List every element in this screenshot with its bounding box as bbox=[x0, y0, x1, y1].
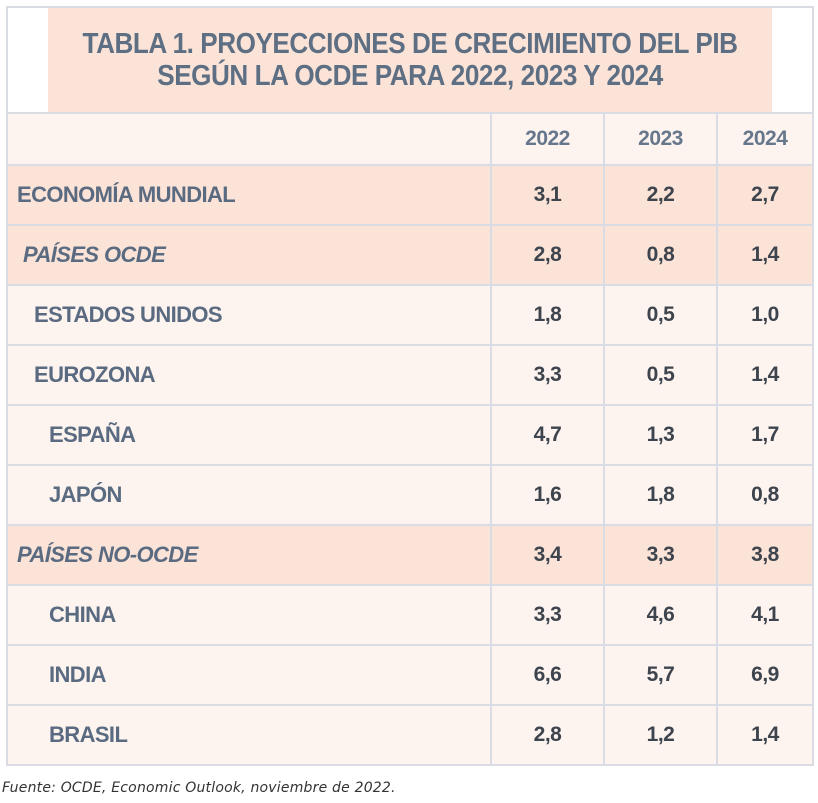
cell-value: 1,8 bbox=[603, 464, 718, 526]
cell-value: 4,1 bbox=[715, 584, 815, 646]
cell-value: 1,3 bbox=[603, 404, 718, 466]
cell-value: 0,8 bbox=[715, 464, 815, 526]
table-title: TABLA 1. PROYECCIONES DE CRECIMIENTO DEL… bbox=[46, 6, 774, 114]
cell-value: 6,9 bbox=[715, 644, 815, 706]
table-row: CHINA 3,3 4,6 4,1 bbox=[6, 584, 815, 646]
cell-value: 1,4 bbox=[715, 704, 815, 766]
row-label: PAÍSES NO-OCDE bbox=[6, 524, 492, 586]
gdp-projection-table: TABLA 1. PROYECCIONES DE CRECIMIENTO DEL… bbox=[6, 6, 815, 766]
cell-value: 5,7 bbox=[603, 644, 718, 706]
cell-value: 2,2 bbox=[603, 164, 718, 226]
cell-value: 1,7 bbox=[715, 404, 815, 466]
row-label: CHINA bbox=[6, 584, 492, 646]
row-label: ESPAÑA bbox=[6, 404, 492, 466]
cell-value: 1,4 bbox=[715, 344, 815, 406]
cell-value: 2,8 bbox=[490, 704, 605, 766]
cell-value: 3,4 bbox=[490, 524, 605, 586]
column-header-2024: 2024 bbox=[715, 112, 815, 166]
column-header-2023: 2023 bbox=[603, 112, 718, 166]
cell-value: 0,5 bbox=[603, 344, 718, 406]
table-row: PAÍSES OCDE 2,8 0,8 1,4 bbox=[6, 224, 815, 286]
cell-value: 1,4 bbox=[715, 224, 815, 286]
cell-value: 3,8 bbox=[715, 524, 815, 586]
row-label: PAÍSES OCDE bbox=[6, 224, 492, 286]
cell-value: 3,3 bbox=[490, 584, 605, 646]
column-header-2022: 2022 bbox=[490, 112, 605, 166]
cell-value: 1,2 bbox=[603, 704, 718, 766]
row-label: INDIA bbox=[6, 644, 492, 706]
table-title-line-2: SEGÚN LA OCDE PARA 2022, 2023 Y 2024 bbox=[157, 60, 663, 92]
cell-value: 4,7 bbox=[490, 404, 605, 466]
table-row: ESTADOS UNIDOS 1,8 0,5 1,0 bbox=[6, 284, 815, 346]
cell-value: 3,1 bbox=[490, 164, 605, 226]
cell-value: 4,6 bbox=[603, 584, 718, 646]
cell-value: 3,3 bbox=[603, 524, 718, 586]
column-header-row: 2022 2023 2024 bbox=[6, 112, 815, 166]
table-row: EUROZONA 3,3 0,5 1,4 bbox=[6, 344, 815, 406]
row-label: JAPÓN bbox=[6, 464, 492, 526]
table-title-line-1: TABLA 1. PROYECCIONES DE CRECIMIENTO DEL… bbox=[82, 28, 738, 60]
source-note: Fuente: OCDE, Economic Outlook, noviembr… bbox=[2, 780, 396, 796]
cell-value: 0,5 bbox=[603, 284, 718, 346]
table-row: PAÍSES NO-OCDE 3,4 3,3 3,8 bbox=[6, 524, 815, 586]
table-row: ECONOMÍA MUNDIAL 3,1 2,2 2,7 bbox=[6, 164, 815, 226]
row-label: EUROZONA bbox=[6, 344, 492, 406]
table-row: ESPAÑA 4,7 1,3 1,7 bbox=[6, 404, 815, 466]
cell-value: 1,6 bbox=[490, 464, 605, 526]
cell-value: 1,8 bbox=[490, 284, 605, 346]
cell-value: 2,7 bbox=[715, 164, 815, 226]
row-label: ESTADOS UNIDOS bbox=[6, 284, 492, 346]
row-label: ECONOMÍA MUNDIAL bbox=[6, 164, 492, 226]
table-row: JAPÓN 1,6 1,8 0,8 bbox=[6, 464, 815, 526]
cell-value: 6,6 bbox=[490, 644, 605, 706]
table-row: BRASIL 2,8 1,2 1,4 bbox=[6, 704, 815, 766]
cell-value: 1,0 bbox=[715, 284, 815, 346]
column-header-empty bbox=[6, 112, 492, 166]
table-row: INDIA 6,6 5,7 6,9 bbox=[6, 644, 815, 706]
cell-value: 0,8 bbox=[603, 224, 718, 286]
row-label: BRASIL bbox=[6, 704, 492, 766]
cell-value: 2,8 bbox=[490, 224, 605, 286]
cell-value: 3,3 bbox=[490, 344, 605, 406]
